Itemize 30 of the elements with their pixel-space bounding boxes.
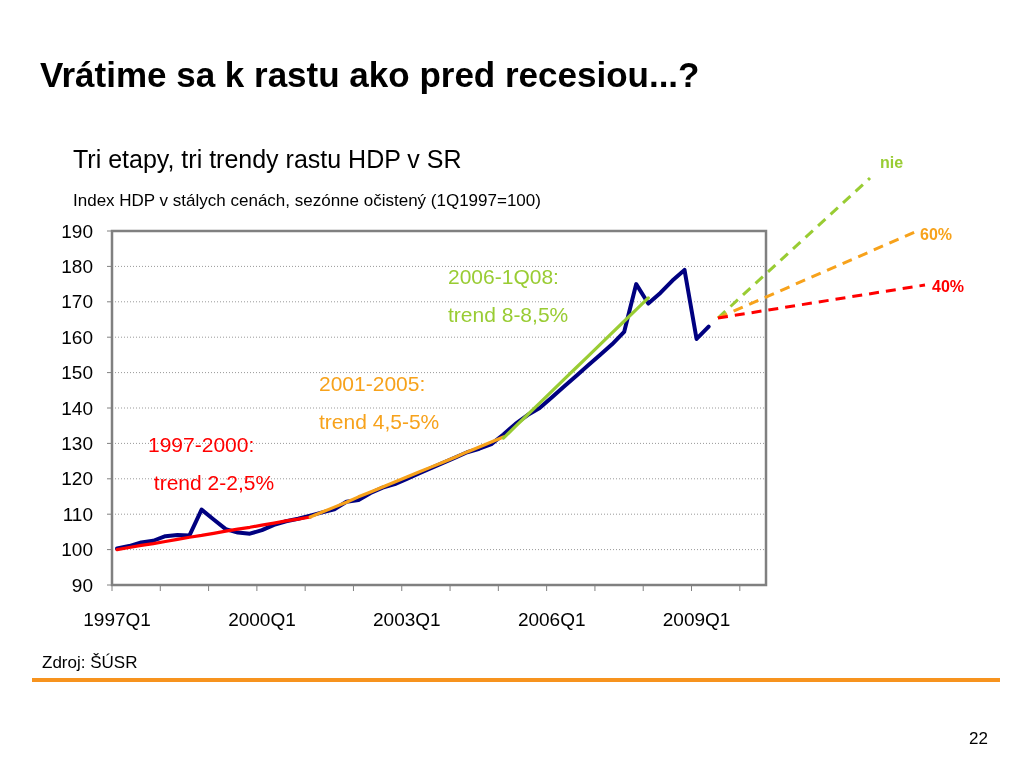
x-tick-label: 2009Q1 — [662, 609, 731, 630]
annotation: 1997-2000: trend 2-2,5% — [148, 433, 275, 494]
text: 22 — [969, 729, 988, 748]
text: Zdroj: ŠÚSR — [42, 653, 138, 672]
x-tick-label: 1997Q1 — [83, 609, 151, 630]
y-tick-label: 160 — [61, 326, 93, 348]
x-tick-label: 2000Q1 — [228, 609, 296, 630]
text: nie — [880, 154, 904, 171]
y-tick-label: 150 — [61, 362, 93, 384]
annotation: 2006-1Q08: trend 8-8,5% — [448, 265, 569, 326]
annotation: 2001-2005: trend 4,5-5% — [319, 372, 440, 433]
line-series — [308, 435, 506, 519]
y-tick-label: 190 — [61, 220, 93, 242]
y-tick-label: 180 — [61, 256, 93, 278]
text: 40% — [932, 278, 965, 295]
chart-subtitle: Tri etapy, tri trendy rastu HDP v SR — [73, 145, 462, 173]
y-tick-label: 120 — [61, 468, 93, 490]
y-tick-label: 130 — [61, 433, 93, 455]
chart-title: Vrátime sa k rastu ako pred recesiou...? — [40, 55, 700, 94]
y-axis-title: Index HDP v stálych cenách, sezónne očistený (1Q1997=100) — [73, 191, 541, 210]
text: 60% — [920, 226, 953, 243]
y-tick-label: 110 — [62, 503, 93, 525]
x-tick-label: 2006Q1 — [517, 609, 586, 630]
y-tick-label: 140 — [61, 397, 93, 419]
line-series — [501, 296, 650, 440]
y-tick-label: 100 — [61, 539, 93, 561]
y-tick-label: 90 — [71, 574, 93, 596]
y-tick-label: 170 — [61, 291, 93, 313]
line-series — [115, 515, 312, 552]
x-tick-label: 2003Q1 — [373, 609, 441, 630]
